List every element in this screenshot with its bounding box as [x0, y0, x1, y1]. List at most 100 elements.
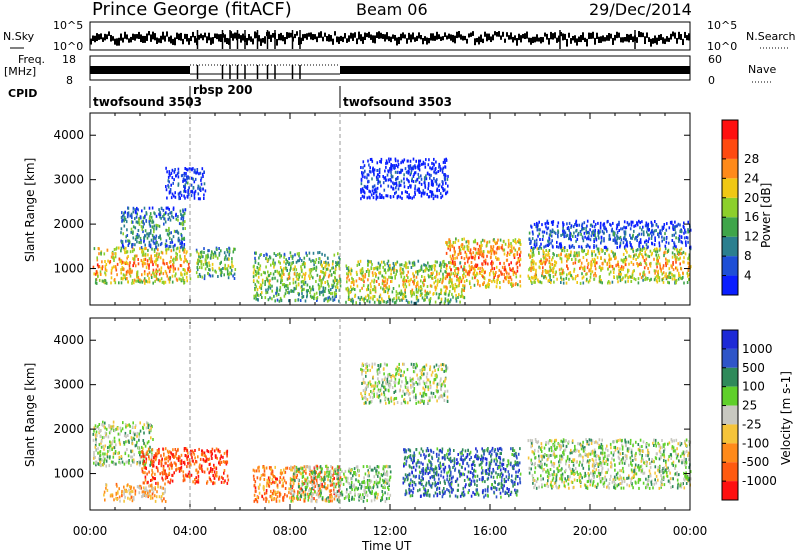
heatmap-cell	[364, 185, 366, 188]
heatmap-cell	[256, 285, 258, 288]
nsky-sample	[594, 38, 596, 45]
heatmap-cell	[134, 261, 136, 264]
heatmap-cell	[573, 232, 575, 235]
heatmap-cell	[142, 471, 144, 474]
heatmap-cell	[663, 238, 665, 241]
heatmap-cell	[320, 260, 322, 263]
heatmap-cell	[152, 260, 154, 263]
heatmap-cell	[600, 269, 602, 272]
heatmap-cell	[414, 279, 416, 282]
heatmap-cell	[181, 273, 183, 276]
heatmap-cell	[463, 272, 465, 275]
heatmap-cell	[393, 195, 395, 198]
heatmap-cell	[228, 264, 230, 267]
heatmap-cell	[103, 448, 105, 451]
heatmap-cell	[400, 267, 402, 270]
heatmap-cell	[182, 210, 184, 213]
heatmap-cell	[96, 431, 98, 434]
heatmap-cell	[503, 280, 505, 283]
heatmap-cell	[416, 302, 418, 305]
heatmap-cell	[138, 218, 140, 221]
heatmap-cell	[623, 226, 625, 229]
heatmap-cell	[380, 264, 382, 267]
heatmap-cell	[218, 247, 220, 250]
nsky-sample	[466, 39, 468, 44]
heatmap-cell	[540, 262, 542, 265]
heatmap-cell	[620, 279, 622, 282]
nsky-sample	[582, 32, 584, 40]
heatmap-cell	[424, 181, 426, 184]
heatmap-cell	[679, 230, 681, 233]
nsky-trace	[90, 30, 690, 49]
heatmap-cell	[396, 270, 398, 273]
heatmap-cell	[145, 445, 147, 448]
heatmap-cell	[496, 241, 498, 244]
heatmap-cell	[591, 224, 593, 227]
heatmap-cell	[423, 189, 425, 192]
heatmap-cell	[602, 262, 604, 265]
heatmap-cell	[182, 238, 184, 241]
heatmap-cell	[183, 260, 185, 263]
heatmap-cell	[440, 266, 442, 269]
heatmap-cell	[187, 182, 189, 185]
heatmap-cell	[590, 276, 592, 279]
heatmap-cell	[474, 257, 476, 260]
heatmap-cell	[420, 174, 422, 177]
heatmap-cell	[617, 231, 619, 234]
heatmap-cell	[464, 257, 466, 260]
heatmap-cell	[503, 262, 505, 265]
heatmap-cell	[174, 171, 176, 174]
heatmap-cell	[255, 270, 257, 273]
heatmap-cell	[104, 453, 106, 456]
heatmap-cell	[107, 260, 109, 263]
heatmap-cell	[191, 474, 193, 477]
heatmap-cell	[643, 233, 645, 236]
heatmap-cell	[417, 281, 419, 284]
heatmap-cell	[376, 191, 378, 194]
heatmap-cell	[115, 443, 117, 446]
heatmap-cell	[271, 290, 273, 293]
heatmap-cell	[681, 267, 683, 270]
nsky-sample	[112, 36, 114, 41]
heatmap-cell	[607, 220, 609, 223]
heatmap-cell	[681, 240, 683, 243]
heatmap-cell	[284, 253, 286, 256]
nsky-sample	[344, 33, 346, 38]
heatmap-cell	[157, 270, 159, 273]
heatmap-cell	[346, 280, 348, 283]
heatmap-cell	[125, 452, 127, 455]
heatmap-cell	[494, 280, 496, 283]
heatmap-cell	[178, 197, 180, 200]
heatmap-cell	[566, 222, 568, 225]
heatmap-cell	[638, 281, 640, 284]
heatmap-cell	[654, 239, 656, 242]
heatmap-cell	[298, 252, 300, 255]
heatmap-cell	[170, 479, 172, 482]
heatmap-cell	[592, 230, 594, 233]
heatmap-cell	[431, 162, 433, 165]
heatmap-cell	[633, 263, 635, 266]
nsky-sample	[566, 39, 568, 47]
heatmap-cell	[401, 180, 403, 183]
nsky-sample	[118, 38, 120, 46]
heatmap-cell	[167, 476, 169, 479]
heatmap-cell	[429, 173, 431, 176]
heatmap-cell	[625, 232, 627, 235]
heatmap-cell	[178, 175, 180, 178]
heatmap-cell	[207, 480, 209, 483]
nsky-sample	[218, 34, 220, 41]
heatmap-cell	[661, 236, 663, 239]
heatmap-cell	[599, 252, 601, 255]
heatmap-cell	[421, 178, 423, 181]
nsky-sample	[144, 36, 146, 43]
heatmap-cell	[156, 490, 158, 493]
heatmap-cell	[164, 458, 166, 461]
heatmap-cell	[290, 255, 292, 258]
heatmap-cell	[677, 250, 679, 253]
heatmap-cell	[212, 448, 214, 451]
heatmap-cell	[234, 248, 236, 251]
nsky-sample	[106, 34, 108, 39]
heatmap-cell	[201, 449, 203, 452]
heatmap-cell	[373, 281, 375, 284]
heatmap-cell	[124, 211, 126, 214]
